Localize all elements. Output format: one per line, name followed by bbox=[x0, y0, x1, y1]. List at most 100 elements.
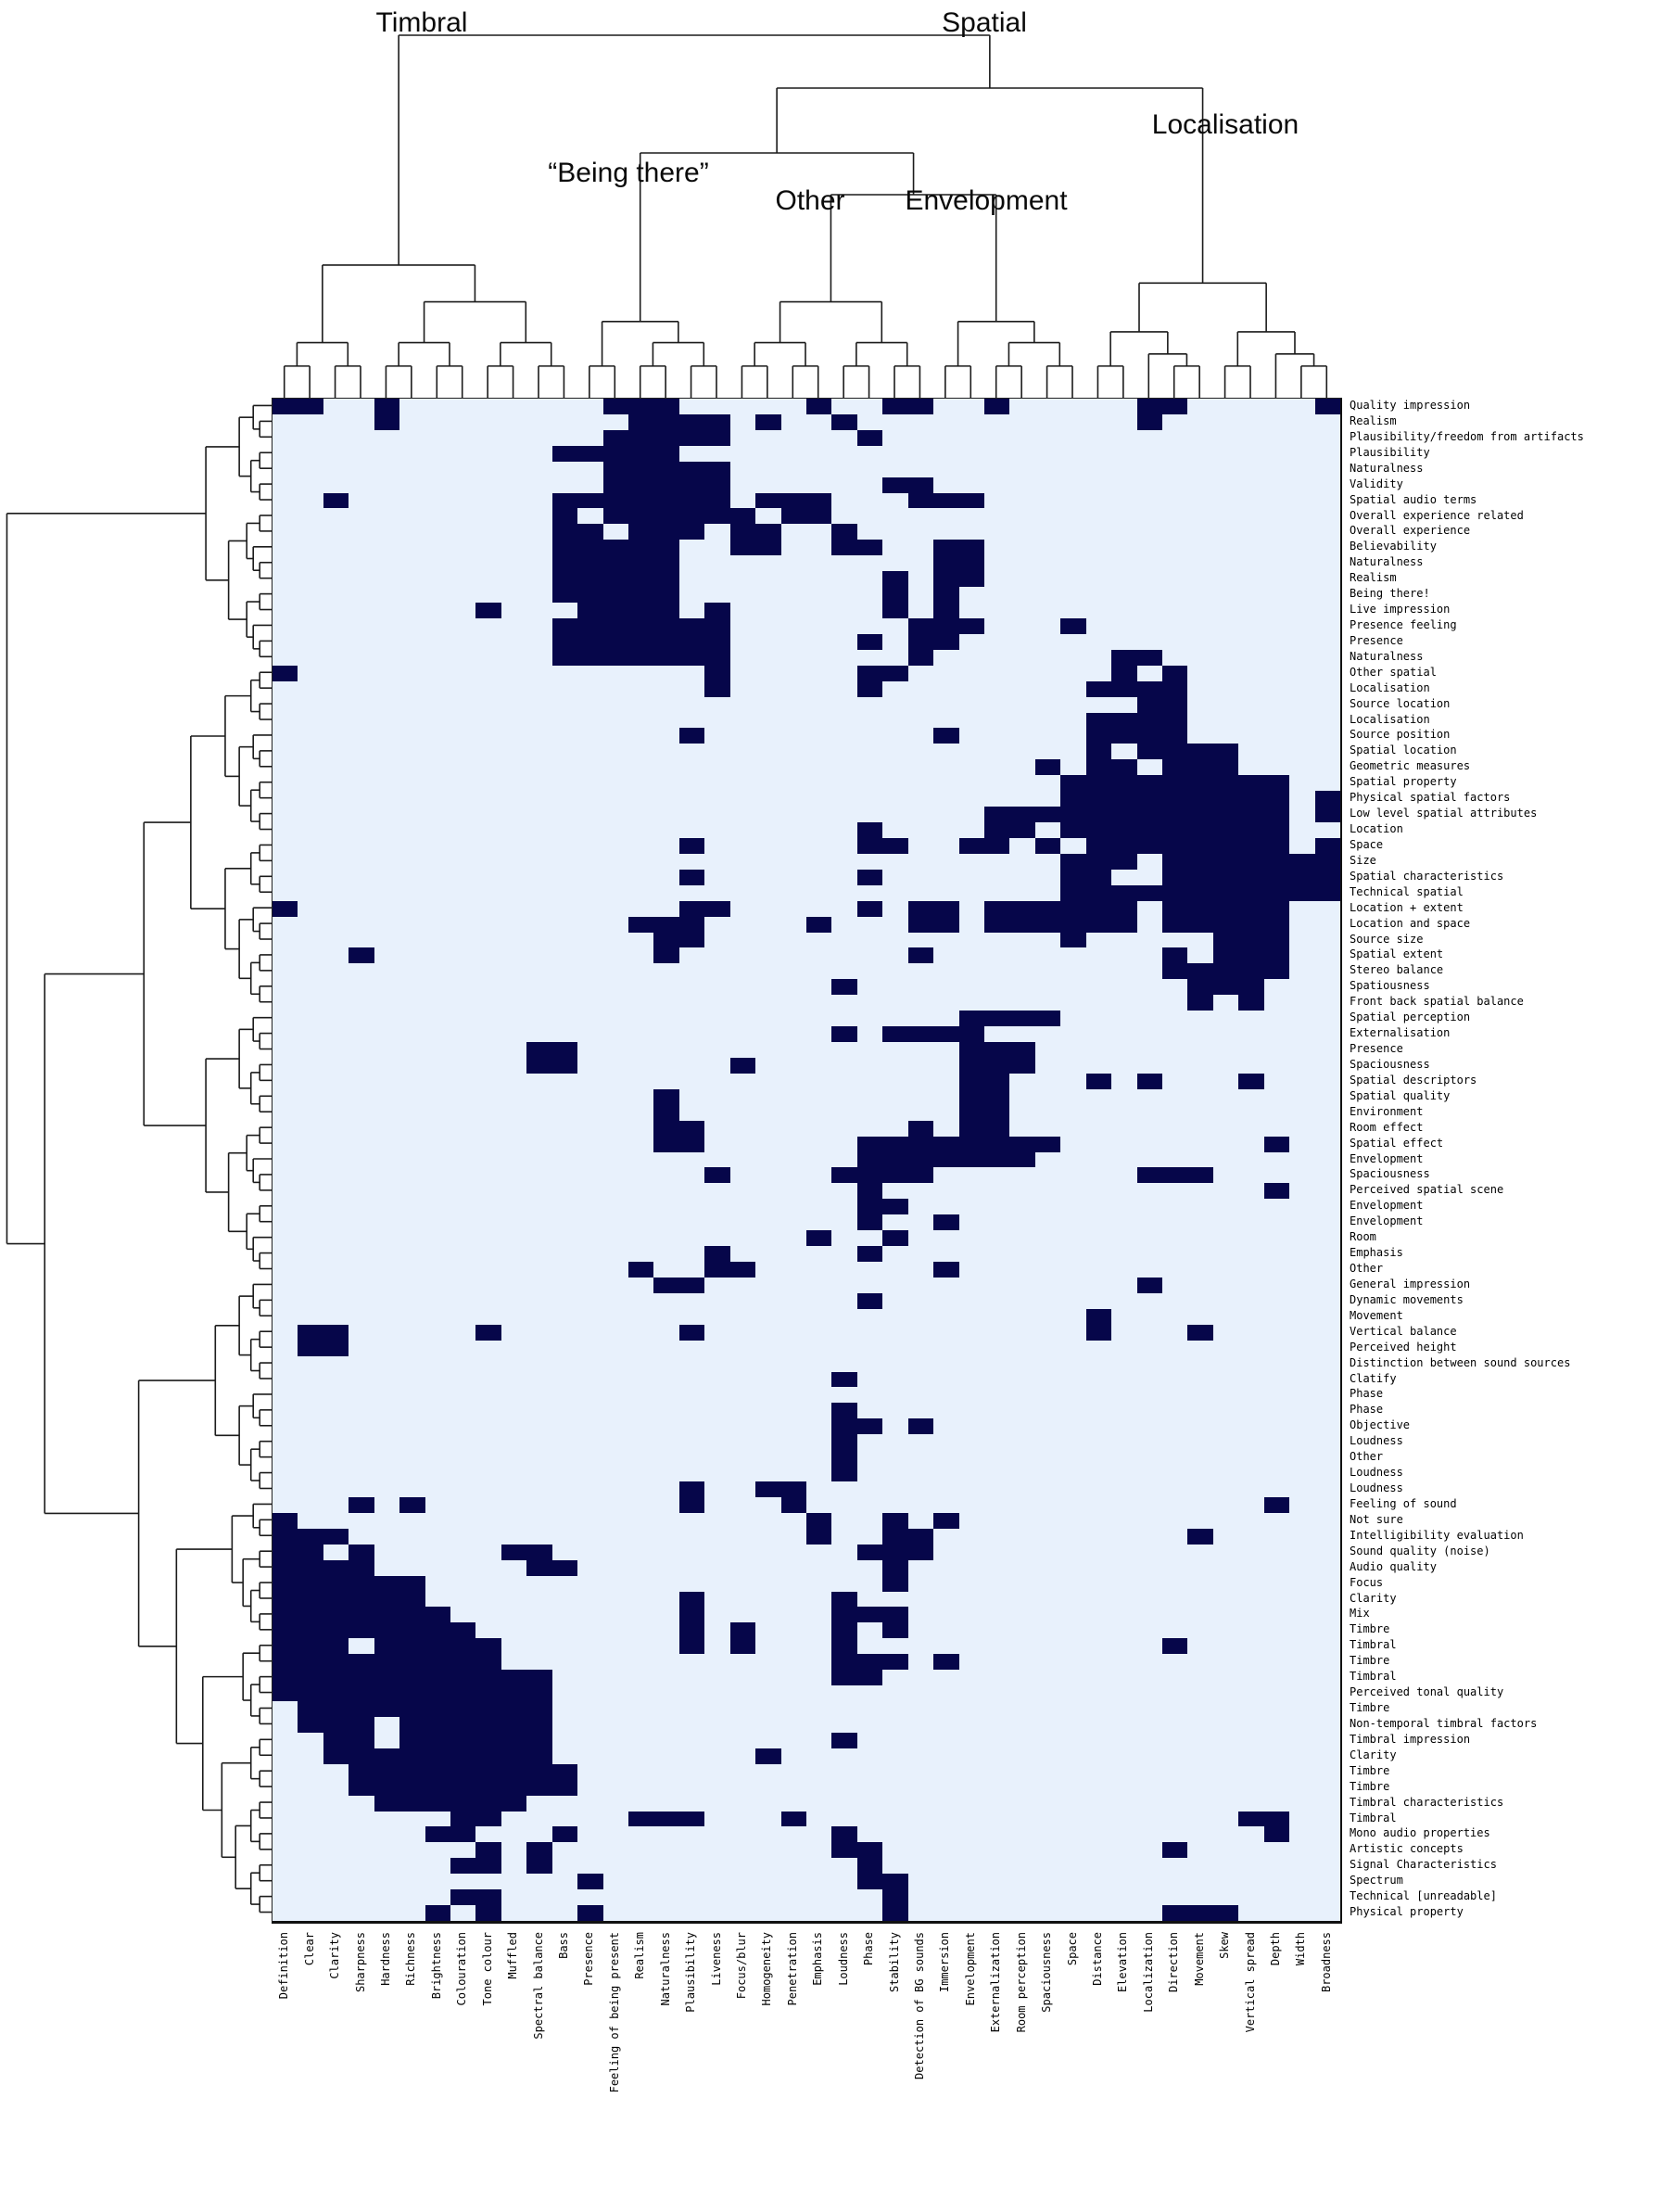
heatmap-cell bbox=[678, 1088, 705, 1105]
heatmap-cell bbox=[399, 1607, 425, 1623]
heatmap-cell bbox=[475, 1795, 501, 1812]
heatmap-cell bbox=[450, 791, 476, 807]
heatmap-cell bbox=[425, 1654, 450, 1671]
row-label: Space bbox=[1350, 837, 1384, 851]
heatmap-cell bbox=[323, 712, 349, 729]
heatmap-cell bbox=[450, 1842, 476, 1859]
heatmap-cell bbox=[856, 1559, 883, 1576]
heatmap-cell bbox=[475, 884, 501, 901]
heatmap-cell bbox=[1314, 1026, 1340, 1043]
heatmap-cell bbox=[882, 1779, 908, 1796]
heatmap-cell bbox=[323, 759, 349, 776]
heatmap-cell bbox=[323, 822, 349, 838]
heatmap-cell bbox=[602, 916, 628, 933]
heatmap-cell bbox=[526, 1183, 552, 1200]
heatmap-cell bbox=[755, 587, 781, 604]
heatmap-cell bbox=[501, 1889, 527, 1906]
heatmap-cell bbox=[551, 1607, 578, 1623]
row-label: Spatiousness bbox=[1350, 979, 1430, 993]
heatmap-cell bbox=[780, 837, 806, 854]
heatmap-cell bbox=[349, 1151, 374, 1168]
heatmap-cell bbox=[1263, 963, 1290, 980]
heatmap-cell bbox=[450, 1308, 476, 1325]
heatmap-cell bbox=[501, 1512, 527, 1529]
heatmap-cell bbox=[1136, 1701, 1162, 1717]
heatmap-cell bbox=[704, 1466, 730, 1482]
heatmap-cell bbox=[551, 1512, 578, 1529]
heatmap-cell bbox=[653, 712, 679, 729]
heatmap-cell bbox=[298, 1607, 323, 1623]
heatmap-cell bbox=[907, 603, 934, 618]
heatmap-cell bbox=[1111, 1496, 1137, 1513]
heatmap-cell bbox=[806, 617, 832, 634]
heatmap-cell bbox=[1187, 1167, 1213, 1184]
heatmap-cell bbox=[602, 1214, 628, 1231]
heatmap-cell bbox=[678, 1481, 705, 1497]
heatmap-cell bbox=[958, 477, 984, 493]
heatmap-cell bbox=[399, 1167, 425, 1184]
heatmap-cell bbox=[628, 995, 654, 1011]
heatmap-cell bbox=[399, 1057, 425, 1074]
heatmap-cell bbox=[349, 1277, 374, 1293]
heatmap-cell bbox=[831, 399, 857, 414]
heatmap-cell bbox=[323, 680, 349, 697]
heatmap-cell bbox=[577, 1340, 603, 1356]
heatmap-cell bbox=[323, 445, 349, 462]
heatmap-cell bbox=[272, 1151, 298, 1168]
heatmap-cell bbox=[653, 1685, 679, 1701]
heatmap-cell bbox=[450, 1591, 476, 1608]
heatmap-cell bbox=[1162, 1607, 1188, 1623]
heatmap-cell bbox=[678, 1167, 705, 1184]
heatmap-cell bbox=[399, 807, 425, 823]
heatmap-cell bbox=[1187, 1748, 1213, 1764]
heatmap-cell bbox=[1238, 1151, 1264, 1168]
heatmap-cell bbox=[1009, 399, 1035, 414]
heatmap-cell bbox=[399, 1434, 425, 1451]
heatmap-cell bbox=[882, 1136, 908, 1152]
heatmap-cell bbox=[780, 1418, 806, 1435]
heatmap-cell bbox=[298, 1057, 323, 1074]
heatmap-cell bbox=[882, 884, 908, 901]
heatmap-cell bbox=[1136, 1011, 1162, 1027]
heatmap-cell bbox=[425, 1120, 450, 1137]
heatmap-cell bbox=[1085, 1073, 1112, 1089]
heatmap-cell bbox=[1136, 853, 1162, 870]
cluster-label-timbral: Timbral bbox=[375, 7, 468, 38]
heatmap-cell bbox=[933, 979, 959, 996]
heatmap-cell bbox=[1187, 1073, 1213, 1089]
heatmap-cell bbox=[272, 1858, 298, 1875]
row-label: Clatify bbox=[1350, 1371, 1397, 1385]
heatmap-cell bbox=[1263, 1732, 1290, 1748]
heatmap-cell bbox=[780, 571, 806, 588]
heatmap-cell bbox=[1034, 1701, 1061, 1717]
heatmap-cell bbox=[1263, 1324, 1290, 1341]
heatmap-cell bbox=[1238, 1120, 1264, 1137]
heatmap-cell bbox=[1085, 1151, 1112, 1168]
heatmap-cell bbox=[831, 477, 857, 493]
heatmap-cell bbox=[1136, 869, 1162, 885]
heatmap-cell bbox=[907, 995, 934, 1011]
heatmap-cell bbox=[602, 429, 628, 446]
heatmap-cell bbox=[450, 1387, 476, 1404]
row-label: Timbral bbox=[1350, 1670, 1397, 1684]
heatmap-cell bbox=[323, 1905, 349, 1921]
heatmap-cell bbox=[1238, 1575, 1264, 1592]
heatmap-cell bbox=[958, 1246, 984, 1263]
heatmap-cell bbox=[1289, 759, 1315, 776]
heatmap-cell bbox=[577, 1528, 603, 1545]
heatmap-cell bbox=[729, 1591, 756, 1608]
heatmap-cell bbox=[780, 1779, 806, 1796]
heatmap-cell bbox=[1238, 869, 1264, 885]
heatmap-cell bbox=[1314, 1732, 1340, 1748]
heatmap-cell bbox=[984, 1591, 1010, 1608]
heatmap-cell bbox=[551, 947, 578, 964]
heatmap-cell bbox=[526, 1230, 552, 1247]
heatmap-cell bbox=[729, 1230, 756, 1247]
heatmap-cell bbox=[475, 1151, 501, 1168]
heatmap-cell bbox=[349, 1496, 374, 1513]
heatmap-cell bbox=[1162, 1183, 1188, 1200]
heatmap-cell bbox=[882, 1403, 908, 1419]
heatmap-cell bbox=[323, 1136, 349, 1152]
heatmap-cell bbox=[577, 1779, 603, 1796]
heatmap-cell bbox=[272, 524, 298, 540]
